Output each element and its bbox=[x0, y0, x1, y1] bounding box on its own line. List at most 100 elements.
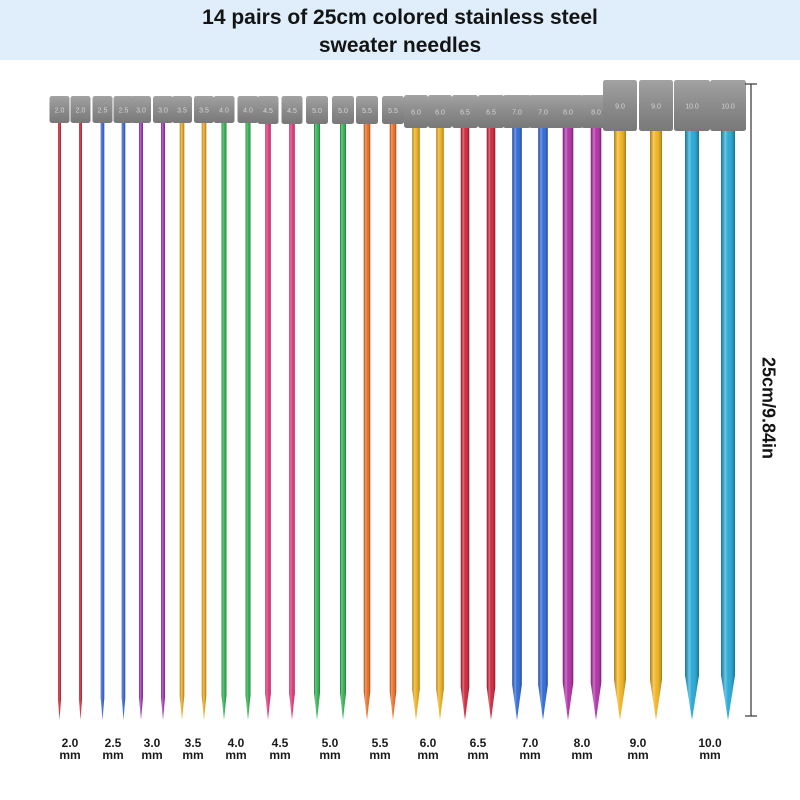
knitting-needle: 4.5 bbox=[281, 96, 303, 720]
knitting-needle: 3.0 bbox=[153, 96, 173, 720]
needle-size-value: 2.5 bbox=[104, 736, 122, 750]
needle-size-unit: mm bbox=[627, 748, 649, 762]
needle-cap-size-text: 5.5 bbox=[362, 108, 372, 115]
needle-end-cap-shading bbox=[639, 80, 673, 131]
knitting-needle: 6.5 bbox=[478, 95, 504, 720]
needle-cap-size-text: 2.0 bbox=[76, 108, 86, 115]
needle-size-label: 8.0 mm bbox=[560, 737, 604, 761]
needle-size-label: 6.5 mm bbox=[456, 737, 500, 761]
knitting-needle: 3.0 bbox=[131, 96, 151, 720]
needle-shaft-shading bbox=[340, 124, 346, 720]
needle-shaft-shading bbox=[79, 123, 82, 720]
needle-end-cap-shading bbox=[113, 96, 134, 123]
knitting-needle: 2.5 bbox=[113, 96, 134, 720]
knitting-needle: 3.5 bbox=[194, 96, 214, 720]
needle-size-unit: mm bbox=[182, 748, 204, 762]
needle-size-label: 5.5 mm bbox=[358, 737, 402, 761]
needle-shaft-shading bbox=[562, 128, 574, 720]
needle-cap-size-text: 3.0 bbox=[158, 108, 168, 115]
needle-cap-size-text: 6.5 bbox=[486, 110, 496, 117]
needle-end-cap-shading bbox=[452, 95, 478, 128]
needle-size-unit: mm bbox=[571, 748, 593, 762]
needle-shaft-shading bbox=[538, 128, 548, 720]
knitting-needle: 9.0 bbox=[639, 80, 673, 720]
needle-end-cap-shading bbox=[92, 96, 113, 123]
needle-size-value: 5.0 bbox=[321, 736, 339, 750]
needle-size-label: 9.0 mm bbox=[616, 737, 660, 761]
needle-shaft-shading bbox=[139, 123, 143, 720]
knitting-needle: 5.0 bbox=[332, 96, 354, 720]
needle-end-cap-shading bbox=[332, 96, 354, 124]
knitting-needle: 5.5 bbox=[356, 96, 378, 720]
needle-cap-size-text: 8.0 bbox=[591, 110, 601, 117]
needle-size-label: 5.0 mm bbox=[308, 737, 352, 761]
needle-size-unit: mm bbox=[467, 748, 489, 762]
knitting-needle: 7.0 bbox=[503, 95, 531, 720]
needle-size-value: 10.0 bbox=[698, 736, 722, 750]
knitting-needle: 2.5 bbox=[92, 96, 113, 720]
needle-end-cap-shading bbox=[281, 96, 303, 124]
needle-size-label: 3.5 mm bbox=[171, 737, 215, 761]
needle-size-label: 4.0 mm bbox=[214, 737, 258, 761]
knitting-needle: 2.0 bbox=[49, 96, 70, 720]
needle-end-cap-shading bbox=[213, 96, 235, 123]
needle-size-unit: mm bbox=[699, 748, 721, 762]
needle-shaft-shading bbox=[436, 128, 444, 720]
needle-end-cap-shading bbox=[306, 96, 328, 124]
needle-size-unit: mm bbox=[59, 748, 81, 762]
needle-end-cap-shading bbox=[503, 95, 531, 128]
needle-cap-size-text: 9.0 bbox=[615, 104, 625, 111]
needle-shaft-shading bbox=[314, 124, 320, 720]
needle-shaft-shading bbox=[58, 123, 61, 720]
knitting-needle: 8.0 bbox=[553, 95, 583, 720]
needle-shaft-shading bbox=[245, 123, 251, 720]
needle-size-unit: mm bbox=[369, 748, 391, 762]
needle-end-cap-shading bbox=[404, 95, 428, 128]
needle-size-value: 4.5 bbox=[271, 736, 289, 750]
knitting-needle: 7.0 bbox=[529, 95, 557, 720]
needle-size-value: 8.0 bbox=[573, 736, 591, 750]
needle-cap-size-text: 2.5 bbox=[119, 108, 129, 115]
needle-cap-size-text: 6.5 bbox=[460, 110, 470, 117]
needle-size-label: 10.0 mm bbox=[688, 737, 732, 761]
needle-end-cap-shading bbox=[529, 95, 557, 128]
needle-shaft-shading bbox=[221, 123, 227, 720]
needle-size-unit: mm bbox=[269, 748, 291, 762]
needle-cap-size-text: 9.0 bbox=[651, 104, 661, 111]
needle-end-cap-shading bbox=[478, 95, 504, 128]
needle-end-cap-shading bbox=[194, 96, 214, 123]
needle-cap-size-text: 5.0 bbox=[312, 108, 322, 115]
needle-end-cap-shading bbox=[603, 80, 637, 131]
needle-size-unit: mm bbox=[319, 748, 341, 762]
needle-shaft-shading bbox=[721, 131, 735, 720]
needle-size-value: 6.0 bbox=[419, 736, 437, 750]
needle-size-label: 7.0 mm bbox=[508, 737, 552, 761]
needle-cap-size-text: 6.0 bbox=[411, 110, 421, 117]
needle-cap-size-text: 2.0 bbox=[55, 108, 65, 115]
needle-cap-size-text: 4.5 bbox=[287, 108, 297, 115]
knitting-needle: 8.0 bbox=[581, 95, 611, 720]
needle-size-value: 5.5 bbox=[371, 736, 389, 750]
needle-shaft-shading bbox=[590, 128, 602, 720]
needle-end-cap-shading bbox=[710, 80, 746, 131]
needle-cap-size-text: 2.5 bbox=[98, 108, 108, 115]
needle-shaft-shading bbox=[614, 131, 626, 720]
needle-shaft-shading bbox=[650, 131, 662, 720]
needle-size-value: 2.0 bbox=[61, 736, 79, 750]
needle-shaft-shading bbox=[265, 124, 271, 720]
needle-cap-size-text: 6.0 bbox=[435, 110, 445, 117]
needle-cap-size-text: 10.0 bbox=[721, 104, 735, 111]
knitting-needle: 10.0 bbox=[674, 80, 710, 720]
needle-shaft-shading bbox=[389, 124, 397, 720]
knitting-needle: 4.5 bbox=[257, 96, 279, 720]
needle-shaft-shading bbox=[179, 123, 185, 720]
needle-end-cap-shading bbox=[428, 95, 452, 128]
needle-size-unit: mm bbox=[141, 748, 163, 762]
knitting-needle: 10.0 bbox=[710, 80, 746, 720]
needle-shaft-shading bbox=[460, 128, 470, 720]
needle-shaft-shading bbox=[363, 124, 371, 720]
needle-size-value: 9.0 bbox=[629, 736, 647, 750]
knitting-needle: 2.0 bbox=[70, 96, 91, 720]
knitting-needle: 6.0 bbox=[404, 95, 428, 720]
